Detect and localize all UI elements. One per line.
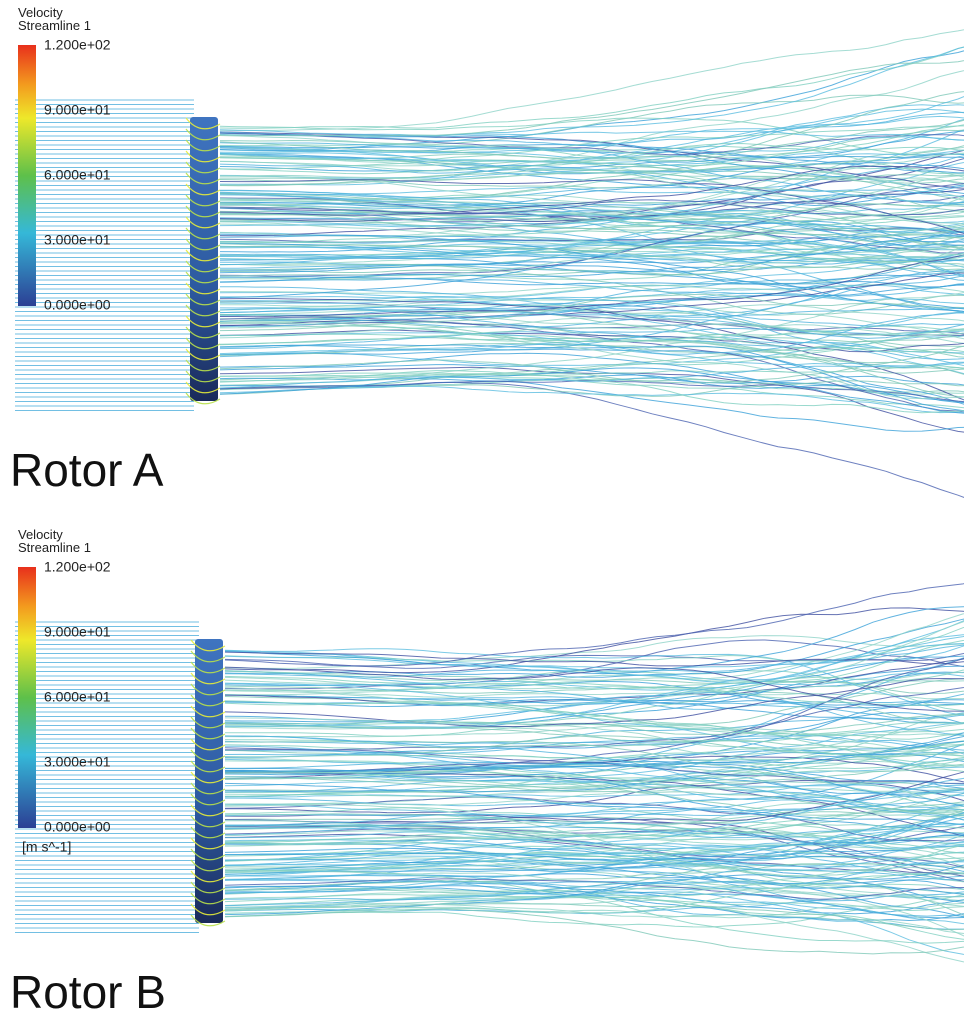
streamlines (15, 580, 964, 968)
legend-tick-label: 0.000e+00 (44, 297, 111, 313)
streamline (220, 377, 964, 412)
legend-tick-label: 1.200e+02 (44, 559, 111, 575)
colorbar (18, 567, 36, 828)
legend-tick-label: 3.000e+01 (44, 754, 111, 770)
legend-unit: [m s^-1] (22, 839, 71, 855)
streamline (220, 42, 964, 137)
legend-subtitle: Streamline 1 (18, 18, 91, 33)
streamline (225, 608, 964, 673)
panel-label: Rotor A (10, 444, 164, 496)
legend-tick-label: 6.000e+01 (44, 689, 111, 705)
figure: VelocityStreamline 11.200e+029.000e+016.… (0, 0, 964, 1009)
streamline (225, 736, 964, 754)
colorbar (18, 45, 36, 306)
streamline (225, 580, 964, 666)
legend-subtitle: Streamline 1 (18, 540, 91, 555)
streamline (220, 330, 964, 411)
legend-tick-label: 1.200e+02 (44, 37, 111, 53)
legend-tick-label: 3.000e+01 (44, 232, 111, 248)
streamline (220, 23, 964, 131)
legend-tick-label: 9.000e+01 (44, 624, 111, 640)
streamline (225, 607, 964, 674)
legend-tick-label: 9.000e+01 (44, 102, 111, 118)
legend-tick-label: 6.000e+01 (44, 167, 111, 183)
panel-label: Rotor B (10, 966, 166, 1009)
streamline (225, 636, 964, 669)
streamline (225, 909, 964, 954)
streamline (225, 652, 964, 666)
overlay: VelocityStreamline 11.200e+029.000e+016.… (10, 5, 166, 1009)
streamlines (15, 23, 964, 507)
legend-tick-label: 0.000e+00 (44, 819, 111, 835)
